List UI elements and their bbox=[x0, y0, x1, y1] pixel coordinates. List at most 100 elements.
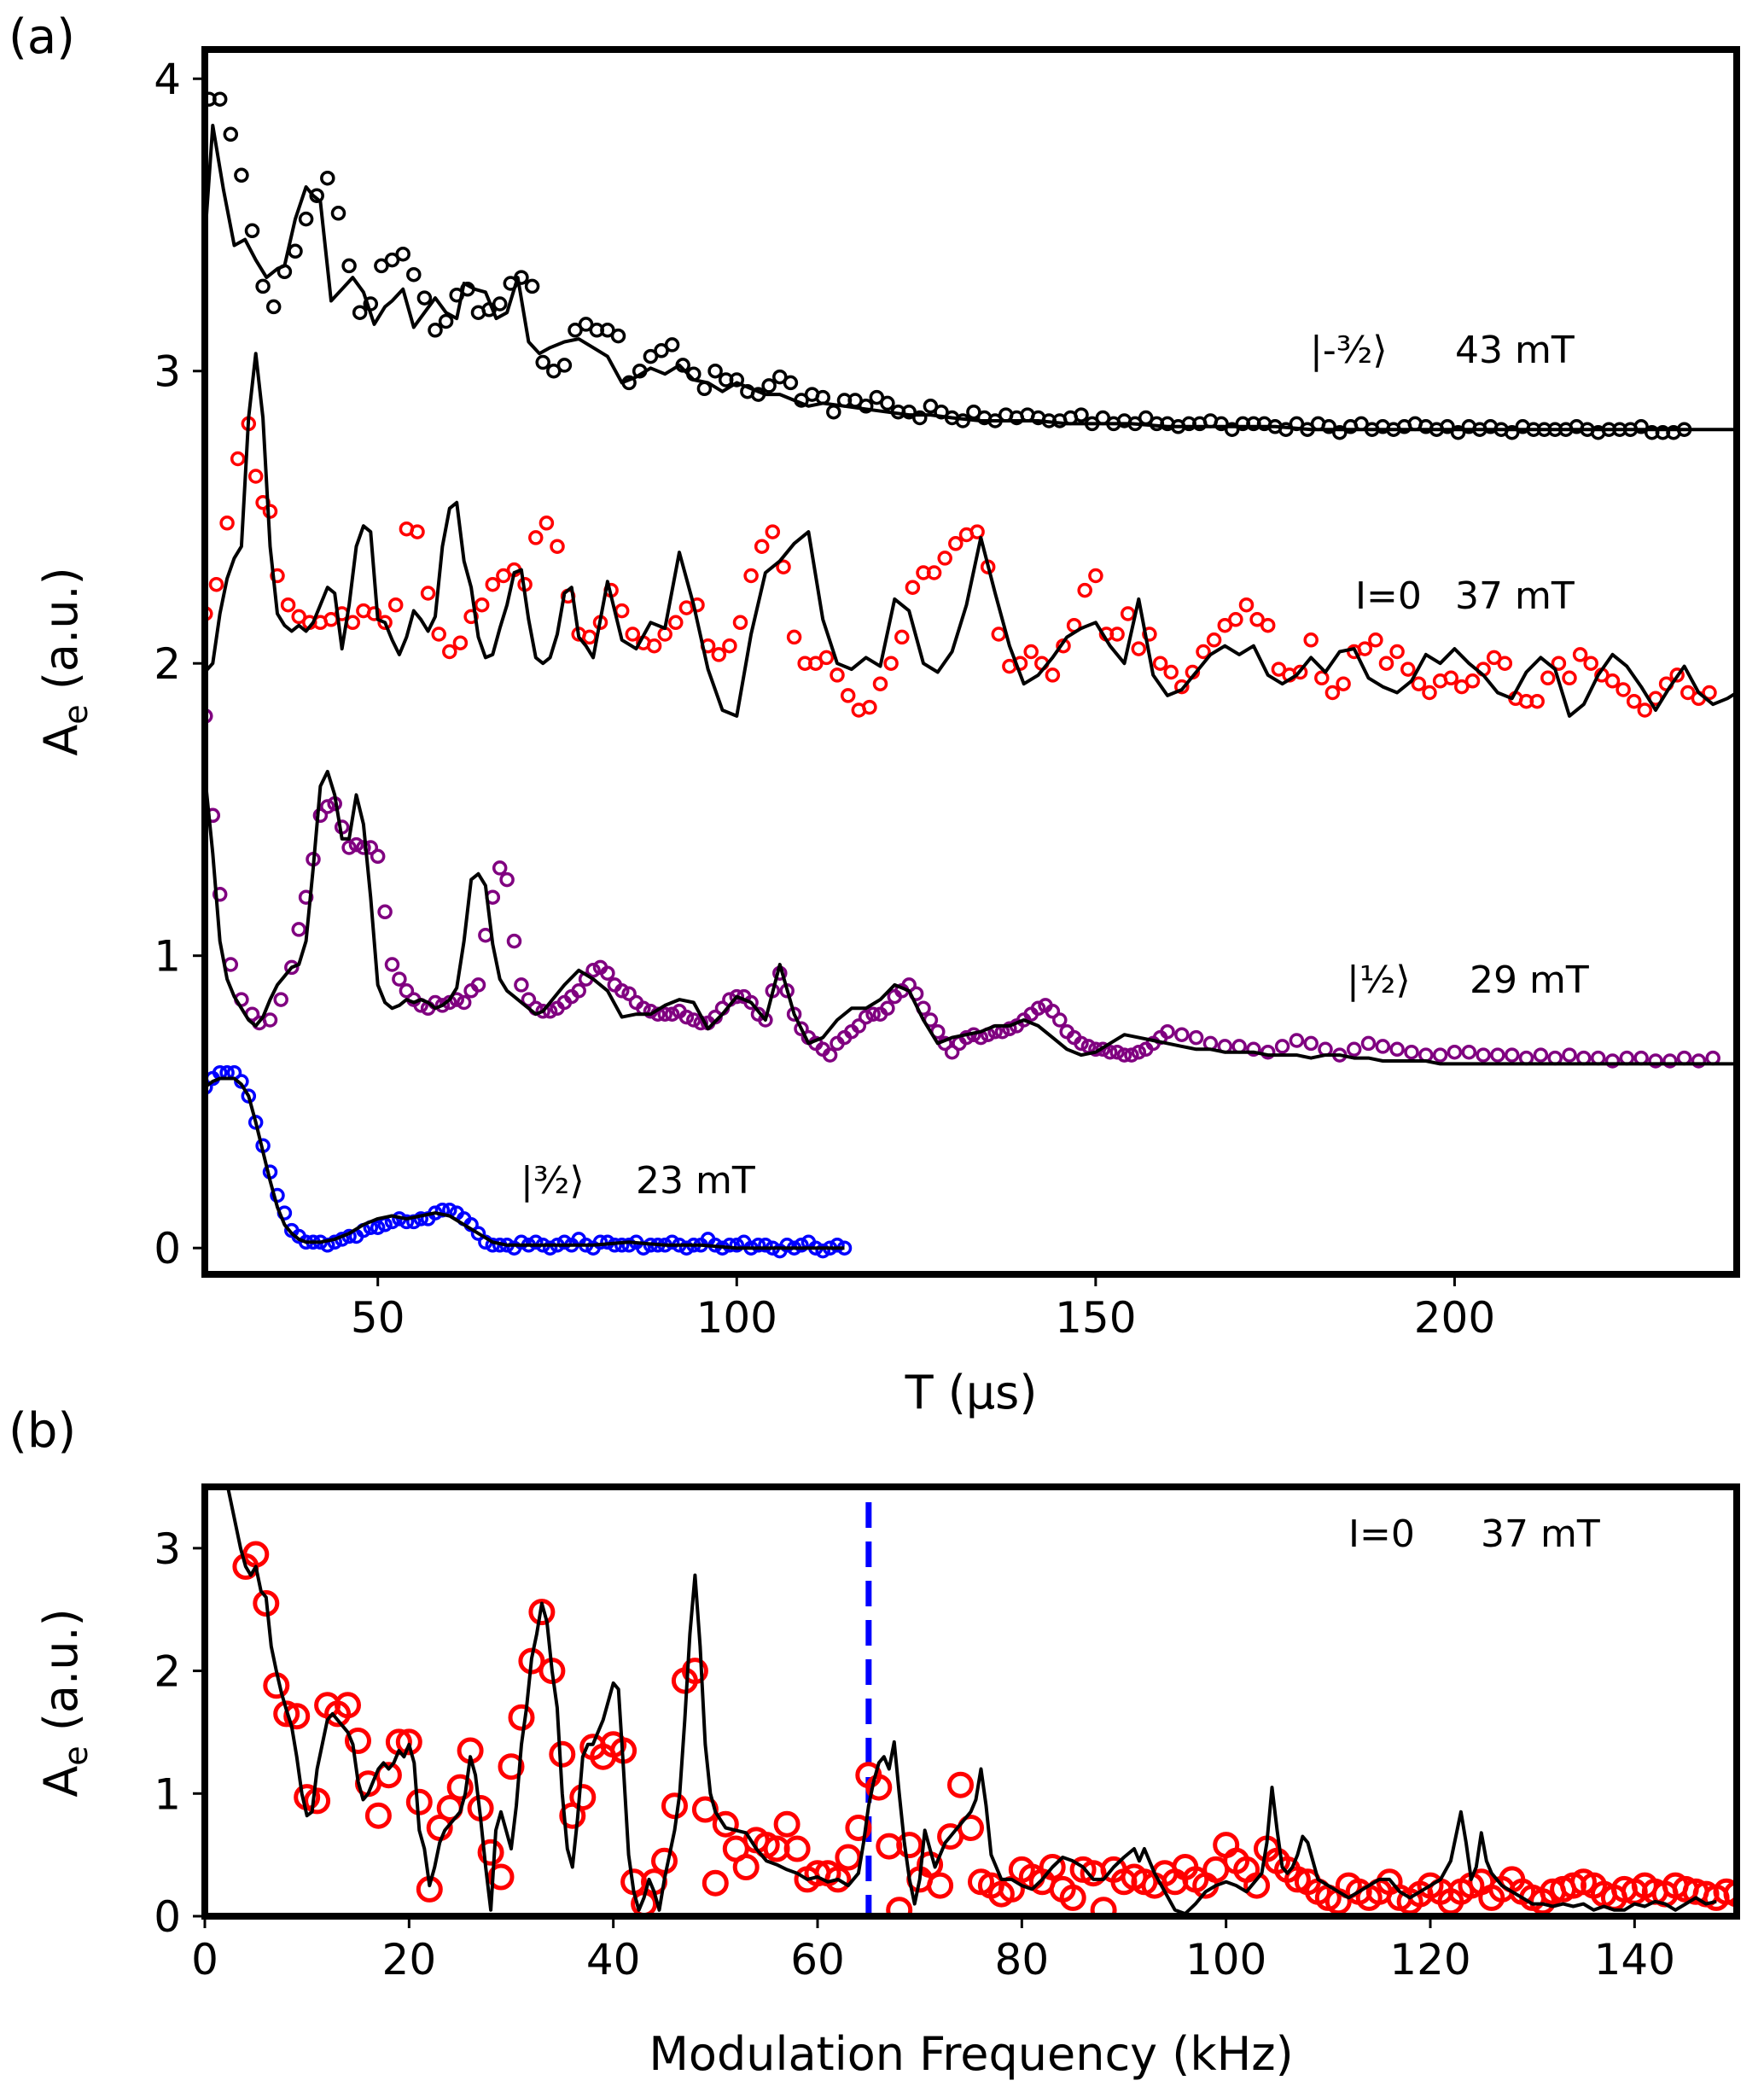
data-point bbox=[912, 410, 928, 426]
data-point bbox=[592, 1234, 608, 1250]
data-point bbox=[265, 299, 282, 315]
panel-b-series-1-model-line bbox=[225, 1487, 1717, 1916]
data-point bbox=[416, 290, 433, 306]
data-point bbox=[1713, 1878, 1737, 1905]
data-point bbox=[535, 354, 550, 370]
data-point bbox=[508, 1704, 535, 1731]
data-point bbox=[835, 1844, 862, 1871]
data-point bbox=[901, 404, 917, 420]
data-point bbox=[234, 167, 249, 184]
data-point bbox=[1074, 1035, 1089, 1052]
data-point bbox=[772, 369, 788, 385]
data-point bbox=[1464, 673, 1481, 689]
data-point bbox=[1246, 1041, 1261, 1058]
data-point bbox=[399, 1214, 415, 1230]
data-point bbox=[377, 904, 393, 920]
data-point bbox=[1389, 1041, 1405, 1058]
data-point bbox=[253, 1590, 280, 1617]
data-point bbox=[651, 1847, 678, 1874]
x-tick-label: 200 bbox=[1414, 1293, 1495, 1343]
panel-a-x-ticks: 50 100 150 200 bbox=[351, 1274, 1495, 1343]
data-point bbox=[1378, 656, 1394, 671]
data-point bbox=[840, 688, 856, 703]
data-point bbox=[434, 998, 451, 1013]
data-point bbox=[948, 536, 964, 551]
data-point bbox=[1633, 419, 1649, 434]
data-point bbox=[654, 343, 669, 358]
data-point bbox=[244, 223, 260, 239]
panel-a-frame bbox=[201, 46, 1740, 1278]
data-point bbox=[535, 1004, 550, 1019]
data-point bbox=[743, 568, 759, 584]
annotation-29mT: 29 mT bbox=[1470, 959, 1589, 1002]
data-point bbox=[585, 963, 601, 978]
data-point bbox=[969, 524, 985, 539]
x-tick-label: 0 bbox=[191, 1935, 218, 1984]
data-point bbox=[384, 252, 400, 268]
data-point bbox=[364, 1802, 392, 1829]
data-point bbox=[1572, 647, 1588, 662]
y-label-subscript: e bbox=[57, 704, 95, 724]
data-point bbox=[732, 1854, 760, 1880]
data-point bbox=[1360, 1035, 1377, 1052]
data-point bbox=[1274, 1039, 1290, 1054]
data-point bbox=[273, 992, 288, 1007]
x-tick-label: 50 bbox=[351, 1293, 405, 1343]
x-tick-label: 100 bbox=[1185, 1935, 1266, 1984]
data-point bbox=[1214, 416, 1229, 432]
data-point bbox=[883, 656, 899, 671]
data-point bbox=[1637, 702, 1653, 718]
data-point bbox=[370, 848, 386, 865]
data-point bbox=[420, 586, 436, 601]
data-point bbox=[1077, 582, 1092, 598]
data-point bbox=[643, 348, 659, 364]
data-point bbox=[1691, 1053, 1707, 1069]
data-point bbox=[1497, 656, 1513, 671]
data-point bbox=[1332, 424, 1348, 440]
data-point bbox=[392, 971, 407, 987]
data-point bbox=[247, 469, 264, 484]
data-point bbox=[1616, 682, 1631, 697]
data-point bbox=[341, 840, 357, 855]
data-point bbox=[794, 1238, 809, 1253]
data-point bbox=[927, 1872, 954, 1899]
data-point bbox=[815, 1243, 830, 1259]
data-point bbox=[1648, 1053, 1663, 1069]
panel-a-series-5-model-line bbox=[205, 769, 1737, 1066]
data-point bbox=[1243, 1872, 1271, 1899]
data-point bbox=[765, 524, 781, 539]
data-point bbox=[1196, 644, 1211, 660]
data-point bbox=[886, 1897, 913, 1916]
y-tick-label: 2 bbox=[154, 1647, 181, 1697]
data-point bbox=[858, 1009, 874, 1025]
data-point bbox=[1551, 656, 1567, 671]
data-point bbox=[1102, 1044, 1118, 1060]
data-point bbox=[487, 1863, 515, 1891]
data-point bbox=[1174, 679, 1190, 695]
data-point bbox=[1059, 1884, 1086, 1911]
annotation-43mT: 43 mT bbox=[1455, 329, 1575, 372]
data-point bbox=[794, 1021, 809, 1037]
data-point bbox=[722, 1238, 737, 1253]
data-point bbox=[894, 629, 910, 645]
data-point bbox=[732, 615, 748, 631]
y-tick-label: 2 bbox=[154, 639, 181, 689]
data-point bbox=[1217, 617, 1233, 633]
data-point bbox=[750, 1238, 766, 1253]
data-point bbox=[729, 1238, 745, 1253]
data-point bbox=[1131, 641, 1147, 656]
data-point bbox=[1303, 1035, 1319, 1052]
panel-b-annotation-I0: I=0 bbox=[1348, 1512, 1415, 1556]
data-point bbox=[442, 644, 457, 660]
data-point bbox=[387, 597, 404, 613]
x-tick-label: 150 bbox=[1055, 1293, 1136, 1343]
data-point bbox=[1174, 1027, 1190, 1042]
data-point bbox=[869, 389, 885, 405]
data-point bbox=[377, 615, 393, 631]
data-point bbox=[905, 580, 921, 595]
data-point bbox=[1088, 568, 1103, 584]
data-point bbox=[783, 1835, 811, 1862]
annotation-three-half-ket: |³⁄₂⟩ bbox=[521, 1159, 585, 1203]
data-point bbox=[1368, 632, 1383, 648]
data-point bbox=[291, 922, 306, 937]
